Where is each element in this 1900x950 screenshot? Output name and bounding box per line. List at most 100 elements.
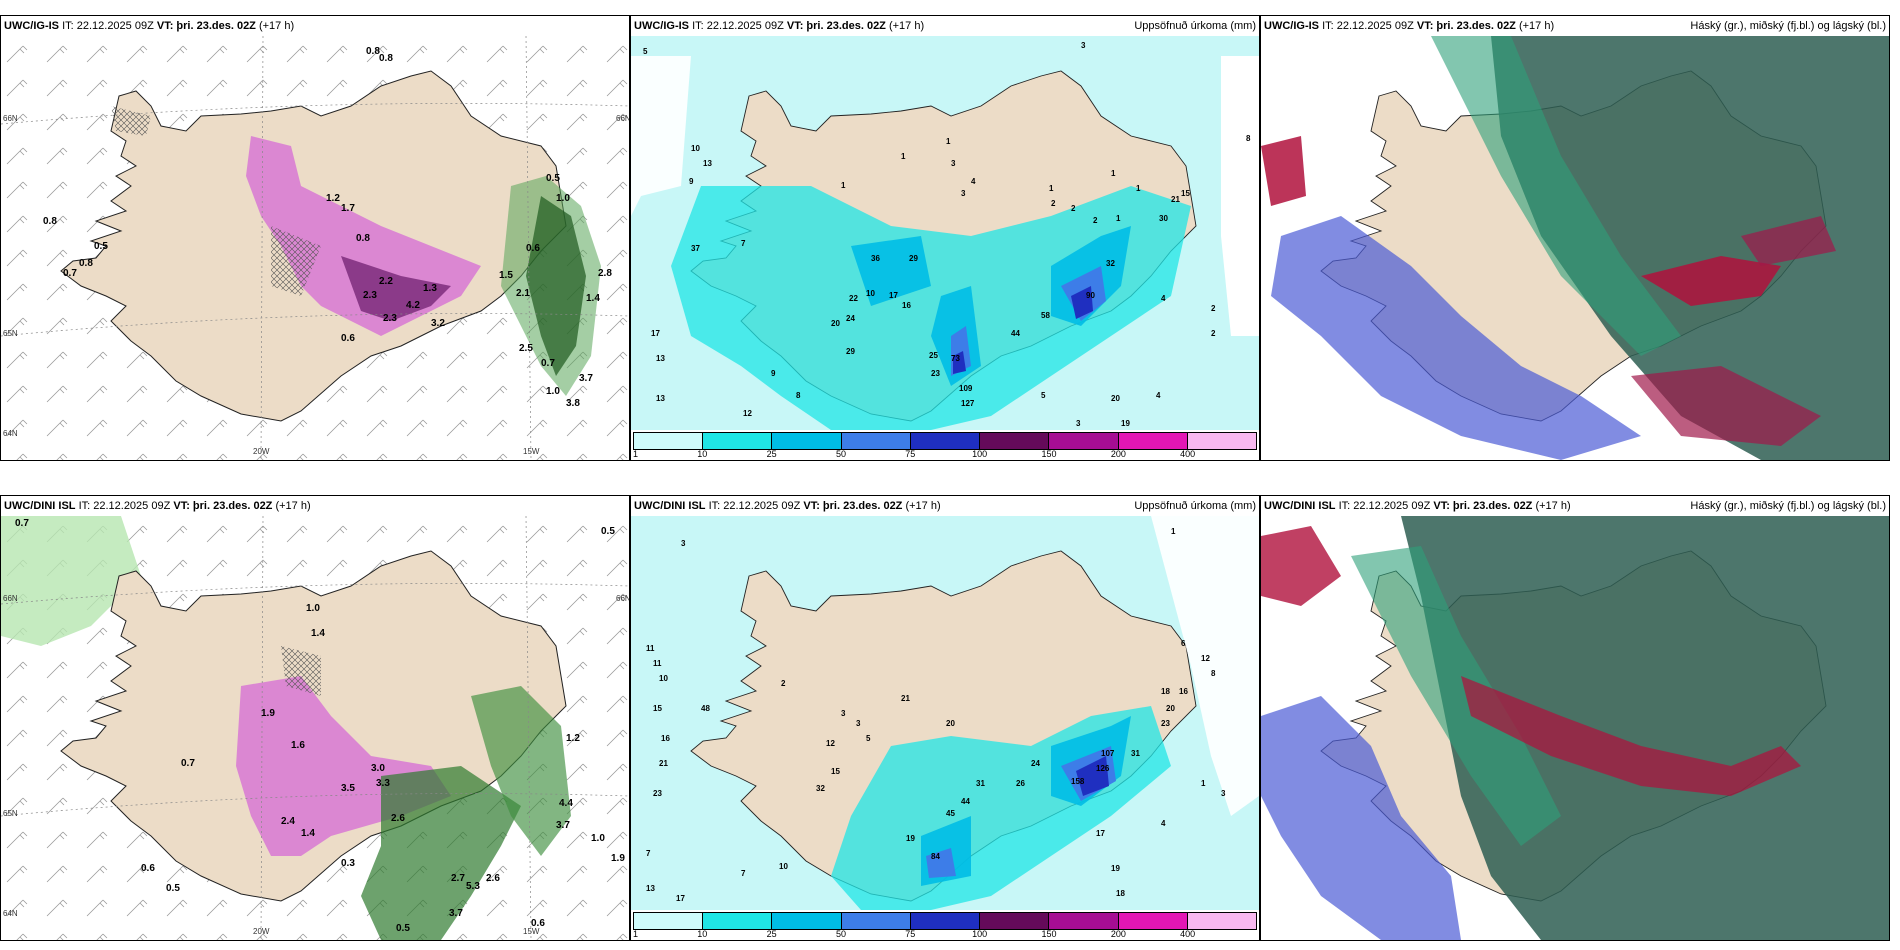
precip-label: 44 (961, 797, 970, 806)
precip-label: 23 (653, 789, 662, 798)
snow-label: 0.6 (341, 333, 355, 344)
colorbar-swatch (910, 433, 981, 449)
precip-label: 3 (681, 539, 686, 548)
init-time: IT: 22.12.2025 09Z (708, 500, 801, 512)
panel-top-left-snowfall: UWC/IG-IS IT: 22.12.2025 09Z VT: þri. 23… (0, 15, 630, 461)
snow-label: 2.3 (363, 290, 377, 301)
precip-label: 12 (826, 739, 835, 748)
precip-label: 18 (1116, 889, 1125, 898)
precip-label: 12 (743, 409, 752, 418)
valid-time-label: VT: (156, 20, 174, 32)
snow-label: 3.3 (376, 778, 390, 789)
precip-colorbar: 1 10 25 50 75 100 150 200 400 (631, 910, 1259, 940)
precip-label: 24 (846, 314, 855, 323)
lon-label: 20W (253, 447, 270, 456)
precip-label: 2 (781, 679, 786, 688)
snow-label: 2.5 (519, 343, 533, 354)
snow-label: 0.5 (601, 526, 615, 537)
colorbar-label: 75 (905, 929, 916, 939)
snow-label: 1.0 (591, 833, 605, 844)
precip-label: 4 (971, 177, 976, 186)
snow-label: 3.7 (556, 820, 570, 831)
colorbar-label: 200 (1110, 929, 1126, 939)
snow-label: 0.7 (15, 518, 29, 529)
panel-top-right-clouds: UWC/IG-IS IT: 22.12.2025 09Z VT: þri. 23… (1260, 15, 1890, 461)
precip-label: 8 (1246, 134, 1251, 143)
lat-lon-grid (1, 36, 629, 460)
snow-label: 0.6 (526, 243, 540, 254)
snow-label: 0.5 (546, 173, 560, 184)
snow-value-labels: 0.7 0.6 0.5 0.7 1.9 1.6 1.0 1.4 2.4 1.4 … (15, 518, 625, 934)
precip-label: 7 (741, 869, 746, 878)
lat-label: 66N (616, 114, 629, 123)
snow-label: 1.2 (326, 193, 340, 204)
panel-header: UWC/DINI ISL IT: 22.12.2025 09Z VT: þri.… (1261, 496, 1889, 516)
snow-label: 1.4 (311, 628, 325, 639)
precip-label: 20 (946, 719, 955, 728)
precip-label: 1 (1136, 184, 1141, 193)
precip-label: 15 (1181, 189, 1190, 198)
precip-label: 17 (651, 329, 660, 338)
precip-label: 158 (1071, 777, 1085, 786)
snow-label: 1.4 (586, 293, 600, 304)
map-snowfall-wind: 0.7 0.6 0.5 0.7 1.9 1.6 1.0 1.4 2.4 1.4 … (1, 516, 629, 940)
low-cloud-red-band (1461, 676, 1801, 796)
precip-label: 9 (689, 177, 694, 186)
snow-green-south (361, 766, 521, 940)
lead-time: (+17 h) (275, 500, 311, 512)
colorbar-swatch (772, 433, 842, 449)
lon-label: 15W (523, 927, 540, 936)
precip-label: 13 (656, 394, 665, 403)
precip-50-75 (951, 266, 1106, 376)
colorbar-label: 100 (972, 929, 988, 939)
snow-label: 2.4 (281, 816, 295, 827)
snow-label: 2.3 (383, 313, 397, 324)
model-name: UWC/DINI ISL (4, 500, 76, 512)
lat-label: 65N (3, 809, 18, 818)
low-cloud-red-nw (1261, 526, 1341, 606)
valid-time: þri. 23.des. 02Z (176, 20, 256, 32)
snow-label: 1.9 (611, 853, 625, 864)
precip-label: 36 (871, 254, 880, 263)
valid-time-label: VT: (1416, 20, 1434, 32)
init-time: IT: 22.12.2025 09Z (62, 20, 154, 32)
field-title: Háský (gr.), miðský (fj.bl.) og lágský (… (1690, 20, 1886, 32)
snow-label: 2.6 (391, 813, 405, 824)
precip-label: 10 (659, 674, 668, 683)
colorbar-swatch (980, 433, 1050, 449)
colorbar-label: 150 (1041, 929, 1057, 939)
mid-cloud-green (1351, 546, 1561, 846)
precip-label: 3 (961, 189, 966, 198)
precip-label: 29 (846, 347, 855, 356)
valid-time: þri. 23.des. 02Z (822, 500, 903, 512)
precip-label: 13 (646, 884, 655, 893)
snow-label: 2.2 (379, 276, 393, 287)
precip-label: 20 (1111, 394, 1120, 403)
snow-hatch (271, 226, 321, 296)
precip-label: 9 (771, 369, 776, 378)
lon-label: 20W (253, 927, 270, 936)
precip-label: 19 (1111, 864, 1120, 873)
snow-label: 3.7 (449, 908, 463, 919)
snow-label: 0.7 (63, 268, 77, 279)
precip-label: 2 (1071, 204, 1076, 213)
lon-label: 15W (523, 447, 540, 456)
precip-white-sw (631, 56, 691, 216)
precip-label: 4 (1161, 819, 1166, 828)
colorbar-swatch (703, 433, 773, 449)
colorbar-swatch (1187, 913, 1256, 929)
colorbar-label: 10 (697, 449, 708, 459)
precip-label: 32 (816, 784, 825, 793)
mid-cloud-green (1431, 36, 1681, 356)
colorbar-label: 10 (697, 929, 708, 939)
panel-bottom-right-clouds: UWC/DINI ISL IT: 22.12.2025 09Z VT: þri.… (1260, 495, 1890, 941)
precip-label: 15 (831, 767, 840, 776)
precip-label: 1 (901, 152, 906, 161)
precip-label: 1 (1171, 527, 1176, 536)
precip-label: 5 (866, 734, 871, 743)
precip-label: 48 (701, 704, 710, 713)
precip-label: 2 (1093, 216, 1098, 225)
precip-label: 4 (1156, 391, 1161, 400)
low-cloud-red-2 (1261, 136, 1306, 206)
snow-green-east (471, 686, 571, 856)
